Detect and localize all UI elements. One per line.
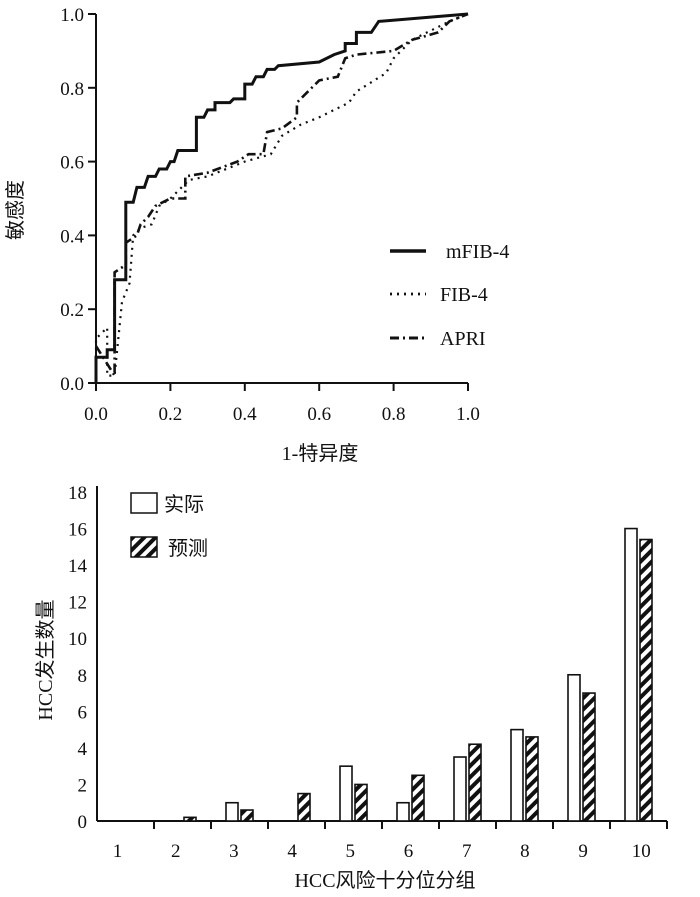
bar-actual (396, 801, 410, 822)
legend-label: FIB-4 (440, 284, 488, 306)
y-axis-label: HCC发生数量 (34, 599, 57, 720)
bar-actual (225, 801, 239, 822)
x-tick-label: 2 (171, 841, 181, 862)
bar-predicted (582, 692, 596, 822)
x-axis-label: 1-特异度 (282, 442, 359, 465)
x-tick-label: 1.0 (456, 404, 480, 425)
bar-predicted (183, 816, 197, 822)
bar-actual (339, 765, 353, 822)
x-tick-label: 7 (462, 841, 472, 862)
y-tick-label: 6 (78, 702, 88, 723)
y-tick-label: 10 (68, 629, 87, 650)
y-tick-label: 16 (68, 520, 87, 541)
y-tick-label: 2 (78, 775, 88, 796)
y-tick-label: 0 (78, 812, 88, 833)
y-tick-label: 0.6 (60, 153, 84, 174)
x-tick-label: 8 (520, 841, 530, 862)
bar-actual (567, 673, 581, 822)
legend-label: 实际 (164, 493, 204, 516)
y-axis-label: 敏感度 (4, 180, 27, 240)
x-tick-label: 6 (404, 841, 414, 862)
legend-swatch-actual (130, 492, 158, 514)
y-tick-label: 12 (68, 593, 87, 614)
x-tick-label: 0.6 (307, 404, 331, 425)
bar-actual (453, 756, 467, 822)
y-tick-label: 4 (78, 739, 88, 760)
bar-predicted (411, 774, 425, 822)
x-tick-label: 1 (113, 841, 123, 862)
bar-actual (510, 728, 524, 822)
x-tick-label: 4 (287, 841, 297, 862)
y-tick-label: 18 (68, 483, 87, 504)
bar-predicted (639, 538, 653, 822)
x-tick-label: 10 (632, 841, 651, 862)
y-tick-label: 0.8 (60, 79, 84, 100)
y-tick-label: 14 (68, 556, 88, 577)
y-tick-label: 0.2 (60, 300, 84, 321)
y-tick-label: 1.0 (60, 5, 84, 26)
x-tick-label: 0.2 (159, 404, 183, 425)
x-tick-label: 5 (346, 841, 356, 862)
bar-actual (624, 527, 638, 822)
roc-curve-apri (94, 12, 469, 381)
legend-label: 预测 (168, 537, 208, 560)
x-tick-label: 3 (229, 841, 239, 862)
x-tick-label: 9 (578, 841, 588, 862)
legend-label: APRI (440, 328, 486, 350)
y-tick-label: 0.0 (60, 374, 84, 395)
bar-predicted (297, 792, 311, 822)
bar-predicted (525, 736, 539, 822)
legend-label: mFIB-4 (446, 241, 509, 263)
bar-predicted (354, 783, 368, 822)
bar-predicted (240, 809, 254, 822)
legend-swatch-predicted (130, 536, 158, 558)
x-axis-label: HCC风险十分位分组 (294, 869, 475, 892)
y-tick-label: 8 (78, 666, 88, 687)
x-tick-label: 0.4 (233, 404, 257, 425)
roc-curve-fib-4 (94, 12, 469, 377)
x-tick-label: 0.0 (84, 404, 108, 425)
roc-curve-mfib-4 (94, 12, 469, 383)
roc-chart: 0.0 0.2 0.4 0.6 0.8 1.0 0.0 0.2 0.4 0.6 0.8 1.0 1-特异… (4, 5, 509, 465)
x-tick-label: 0.8 (382, 404, 406, 425)
y-tick-label: 0.4 (60, 226, 84, 247)
bar-predicted (468, 743, 482, 822)
